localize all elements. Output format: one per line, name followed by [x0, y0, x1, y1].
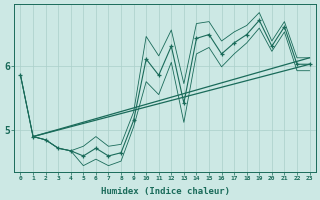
X-axis label: Humidex (Indice chaleur): Humidex (Indice chaleur) — [100, 187, 229, 196]
